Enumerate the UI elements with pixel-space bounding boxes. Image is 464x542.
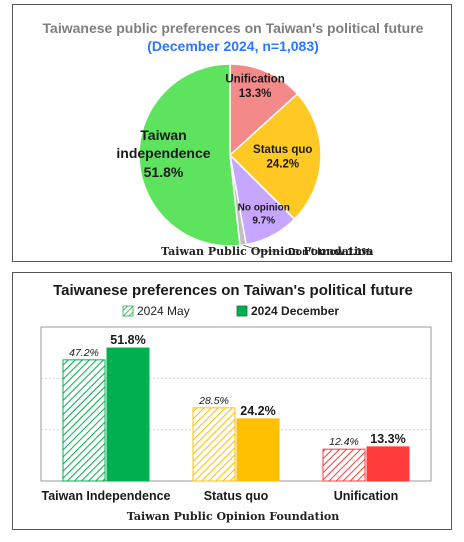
data-label-unification-2024-may: 12.4% bbox=[329, 436, 359, 448]
bar-status-quo-2024-may bbox=[192, 407, 236, 482]
bar-taiwan-independence-2024-december bbox=[106, 347, 150, 482]
pie-subtitle: (December 2024, n=1,083) bbox=[147, 38, 319, 54]
bar-unification-2024-december bbox=[366, 446, 410, 482]
pie-source: Taiwan Public Opinion Foundation bbox=[161, 245, 373, 258]
pie-label-don-t-know: Don't know 1.1% bbox=[288, 246, 372, 258]
data-label-status-quo-2024-may: 28.5% bbox=[198, 395, 229, 407]
bar-source: Taiwan Public Opinion Foundation bbox=[127, 510, 339, 523]
pie-label-taiwan-independence-value: 51.8% bbox=[144, 164, 184, 180]
legend-label-may: 2024 May bbox=[137, 304, 190, 318]
plot-area bbox=[40, 326, 432, 482]
x-tick-label-status-quo: Status quo bbox=[204, 489, 269, 503]
bar-status-quo-2024-december bbox=[236, 418, 280, 482]
legend-label-december: 2024 December bbox=[251, 304, 339, 318]
pie-label-unification-value: 13.3% bbox=[239, 88, 272, 100]
legend-swatch-december bbox=[236, 305, 248, 317]
pie-label-no-opinion-value: 9.7% bbox=[252, 215, 275, 226]
bar-title: Taiwanese preferences on Taiwan's politi… bbox=[53, 282, 413, 299]
pie-chart-panel: Taiwanese public preferences on Taiwan's… bbox=[12, 4, 452, 262]
pie-chart: Taiwanese public preferences on Taiwan's… bbox=[43, 20, 424, 258]
legend-swatch-may bbox=[122, 305, 134, 317]
pie-slice-unification bbox=[229, 63, 299, 157]
pie-label-taiwan-independence-line1: Taiwan bbox=[140, 127, 186, 143]
bar-taiwan-independence-2024-may bbox=[62, 359, 106, 482]
pie-label-unification: Unification bbox=[225, 73, 284, 85]
data-label-status-quo-2024-december: 24.2% bbox=[240, 404, 275, 418]
pie-title: Taiwanese public preferences on Taiwan's… bbox=[43, 20, 424, 36]
bar-chart-panel: Taiwanese preferences on Taiwan's politi… bbox=[12, 272, 452, 530]
pie-label-status-quo: Status quo bbox=[253, 144, 312, 156]
data-label-taiwan-independence-2024-december: 51.8% bbox=[110, 333, 145, 347]
data-label-taiwan-independence-2024-may: 47.2% bbox=[69, 347, 99, 359]
x-tick-label-unification: Unification bbox=[334, 489, 399, 503]
data-label-unification-2024-december: 13.3% bbox=[370, 432, 405, 446]
pie-label-no-opinion: No opinion bbox=[238, 202, 290, 213]
pie-label-don-t-know-leader bbox=[242, 244, 284, 252]
bar-unification-2024-may bbox=[322, 448, 366, 482]
bar-chart: Taiwanese preferences on Taiwan's politi… bbox=[40, 282, 432, 523]
pie-slice-taiwan-independence bbox=[138, 63, 241, 247]
bar-legend: 2024 May 2024 December bbox=[122, 304, 339, 318]
pie-slice-status-quo bbox=[228, 92, 322, 221]
x-tick-label-taiwan-independence: Taiwan Independence bbox=[42, 489, 171, 503]
pie-label-status-quo-value: 24.2% bbox=[266, 159, 299, 171]
pie-label-taiwan-independence-line2: independence bbox=[116, 145, 210, 161]
